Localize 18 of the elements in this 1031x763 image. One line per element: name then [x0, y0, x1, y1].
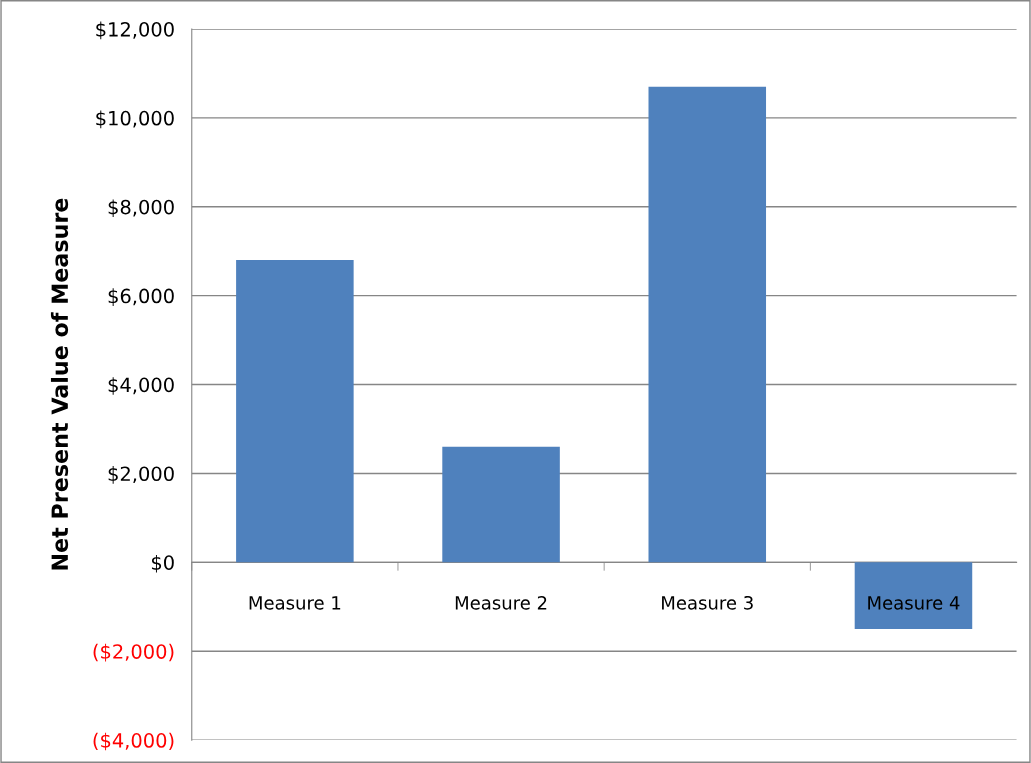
y-tick-label: $0 — [151, 554, 174, 573]
y-axis-title: Net Present Value of Measure — [50, 198, 69, 570]
x-tick-label: Measure 4 — [868, 596, 960, 610]
x-tick-label: Measure 2 — [455, 595, 547, 610]
y-tick-label: $8,000 — [108, 199, 174, 218]
y-tick-label: $2,000 — [108, 466, 174, 484]
x-tick-label: Measure 3 — [662, 595, 753, 610]
x-tick-label: Measure 1 — [249, 596, 341, 610]
bar — [854, 562, 973, 629]
y-tick-label: ($4,000) — [93, 732, 174, 751]
y-tick-label: $12,000 — [96, 21, 174, 40]
y-tick-label: $10,000 — [96, 110, 174, 129]
bar — [442, 446, 560, 563]
y-tick-label: ($2,000) — [93, 643, 174, 662]
bar — [648, 86, 767, 563]
bar — [236, 260, 354, 563]
y-tick-label: $4,000 — [108, 377, 174, 395]
y-tick-label: $6,000 — [108, 288, 174, 306]
